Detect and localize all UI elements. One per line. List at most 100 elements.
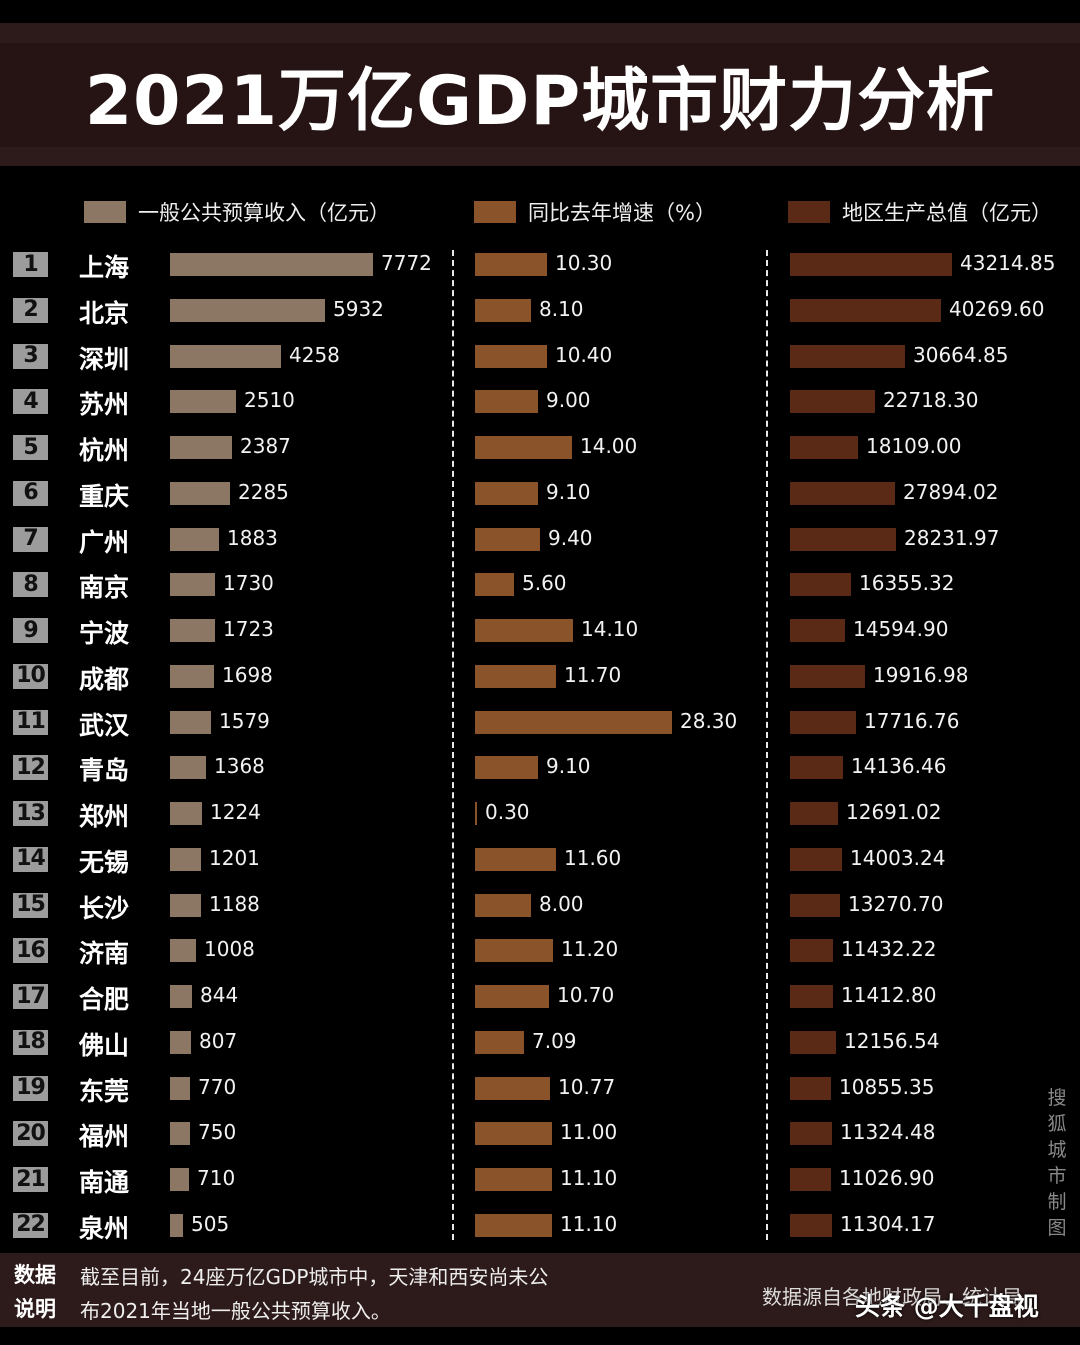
value-label-growth: 11.00: [560, 1120, 618, 1145]
table-row: 19 东莞 770 10.77 10855.35: [0, 1069, 1080, 1109]
legend-item-revenue: 一般公共预算收入（亿元）: [84, 196, 390, 228]
bar-revenue: [170, 664, 214, 688]
bar-gdp: [790, 298, 941, 322]
bar-gdp: [790, 573, 851, 597]
bar-gdp: [790, 390, 875, 414]
bar-growth: [475, 527, 540, 551]
rank-badge: 14: [13, 846, 48, 872]
value-label-growth: 8.00: [539, 891, 584, 916]
table-row: 15 长沙 1188 8.00 13270.70: [0, 886, 1080, 926]
bar-gdp: [790, 344, 905, 368]
value-label-revenue: 1579: [219, 708, 270, 733]
legend-label: 同比去年增速（%）: [528, 201, 716, 225]
legend-label: 地区生产总值（亿元）: [842, 201, 1052, 225]
value-label-gdp: 14136.46: [851, 754, 947, 779]
bar-growth: [475, 436, 572, 459]
bar-growth: [475, 619, 573, 642]
bar-revenue: [170, 802, 202, 825]
bar-growth: [475, 1168, 552, 1191]
rank-badge: 16: [13, 938, 48, 964]
bar-revenue: [170, 939, 196, 963]
footer-tag-line1: 数据: [14, 1263, 56, 1287]
bar-growth: [475, 664, 556, 688]
rank-badge: 15: [13, 892, 48, 918]
value-label-growth: 9.10: [546, 479, 591, 504]
city-name: 杭州: [79, 436, 130, 465]
value-label-growth: 9.40: [548, 525, 593, 550]
bar-revenue: [170, 619, 215, 642]
city-name: 武汉: [79, 710, 130, 740]
value-label-growth: 10.30: [555, 251, 613, 275]
rank-badge: 10: [13, 663, 48, 689]
value-label-gdp: 11412.80: [841, 983, 937, 1007]
rank-badge: 21: [13, 1167, 48, 1192]
value-label-revenue: 1224: [210, 800, 261, 824]
bar-gdp: [790, 847, 842, 871]
legend-label: 一般公共预算收入（亿元）: [138, 201, 390, 225]
table-row: 3 深圳 4258 10.40 30664.85: [0, 337, 1080, 377]
rank-badge: 5: [13, 435, 48, 460]
rank-badge: 11: [13, 709, 48, 735]
value-label-revenue: 1730: [223, 571, 274, 596]
page-title: 2021万亿GDP城市财力分析: [84, 62, 996, 141]
rank-badge: 22: [13, 1212, 48, 1238]
bar-gdp: [790, 1168, 831, 1191]
bar-revenue: [170, 756, 206, 780]
rank-badge: 20: [13, 1121, 48, 1147]
value-label-revenue: 1883: [227, 525, 278, 550]
rank-badge: 9: [13, 618, 48, 643]
value-label-growth: 0.30: [485, 800, 530, 824]
city-name: 深圳: [79, 344, 130, 374]
rank-badge: 3: [13, 343, 48, 369]
value-label-growth: 14.10: [581, 617, 639, 641]
rank-badge: 7: [13, 526, 48, 552]
value-label-gdp: 16355.32: [859, 571, 955, 596]
value-label-gdp: 18109.00: [866, 434, 962, 458]
value-label-revenue: 1201: [209, 845, 260, 870]
bar-revenue: [170, 481, 230, 505]
value-label-gdp: 11324.48: [840, 1120, 936, 1145]
value-label-gdp: 13270.70: [848, 891, 944, 916]
city-name: 北京: [79, 298, 130, 328]
rank-badge: 1: [13, 252, 48, 277]
rank-badge: 12: [13, 755, 48, 781]
city-name: 泉州: [79, 1213, 130, 1243]
legend-item-growth: 同比去年增速（%）: [474, 196, 716, 228]
title-band: 2021万亿GDP城市财力分析: [0, 23, 1080, 166]
bar-revenue: [170, 893, 201, 917]
value-label-growth: 10.40: [555, 342, 613, 367]
value-label-gdp: 14003.24: [850, 845, 946, 870]
table-row: 11 武汉 1579 28.30 17716.76: [0, 703, 1080, 743]
table-row: 6 重庆 2285 9.10 27894.02: [0, 474, 1080, 514]
bar-growth: [475, 1076, 550, 1100]
value-label-revenue: 7772: [381, 251, 432, 275]
table-row: 16 济南 1008 11.20 11432.22: [0, 931, 1080, 971]
city-name: 无锡: [79, 847, 130, 877]
bar-growth: [475, 1122, 552, 1146]
value-label-gdp: 28231.97: [904, 525, 1000, 550]
bar-gdp: [790, 893, 840, 917]
legend-item-gdp: 地区生产总值（亿元）: [788, 196, 1052, 228]
bar-gdp: [790, 436, 858, 459]
table-row: 2 北京 5932 8.10 40269.60: [0, 291, 1080, 331]
overlay-watermark: 头条 @大千盘视: [855, 1292, 1039, 1321]
bar-revenue: [170, 1213, 183, 1237]
bar-gdp: [790, 756, 843, 780]
value-label-revenue: 710: [197, 1166, 236, 1190]
column-divider-2: [766, 250, 768, 1240]
value-label-revenue: 5932: [333, 296, 384, 321]
bar-gdp: [790, 664, 865, 688]
table-row: 13 郑州 1224 0.30 12691.02: [0, 794, 1080, 834]
bar-gdp: [790, 985, 833, 1008]
table-row: 5 杭州 2387 14.00 18109.00: [0, 428, 1080, 468]
table-row: 12 青岛 1368 9.10 14136.46: [0, 748, 1080, 788]
city-name: 济南: [79, 939, 130, 969]
bar-growth: [475, 985, 549, 1008]
bar-revenue: [170, 298, 325, 322]
value-label-growth: 8.10: [539, 296, 584, 321]
value-label-revenue: 770: [198, 1074, 237, 1099]
rank-badge: 13: [13, 801, 48, 826]
table-row: 1 上海 7772 10.30 43214.85: [0, 245, 1080, 285]
table-row: 14 无锡 1201 11.60 14003.24: [0, 840, 1080, 880]
bar-growth: [475, 344, 547, 368]
